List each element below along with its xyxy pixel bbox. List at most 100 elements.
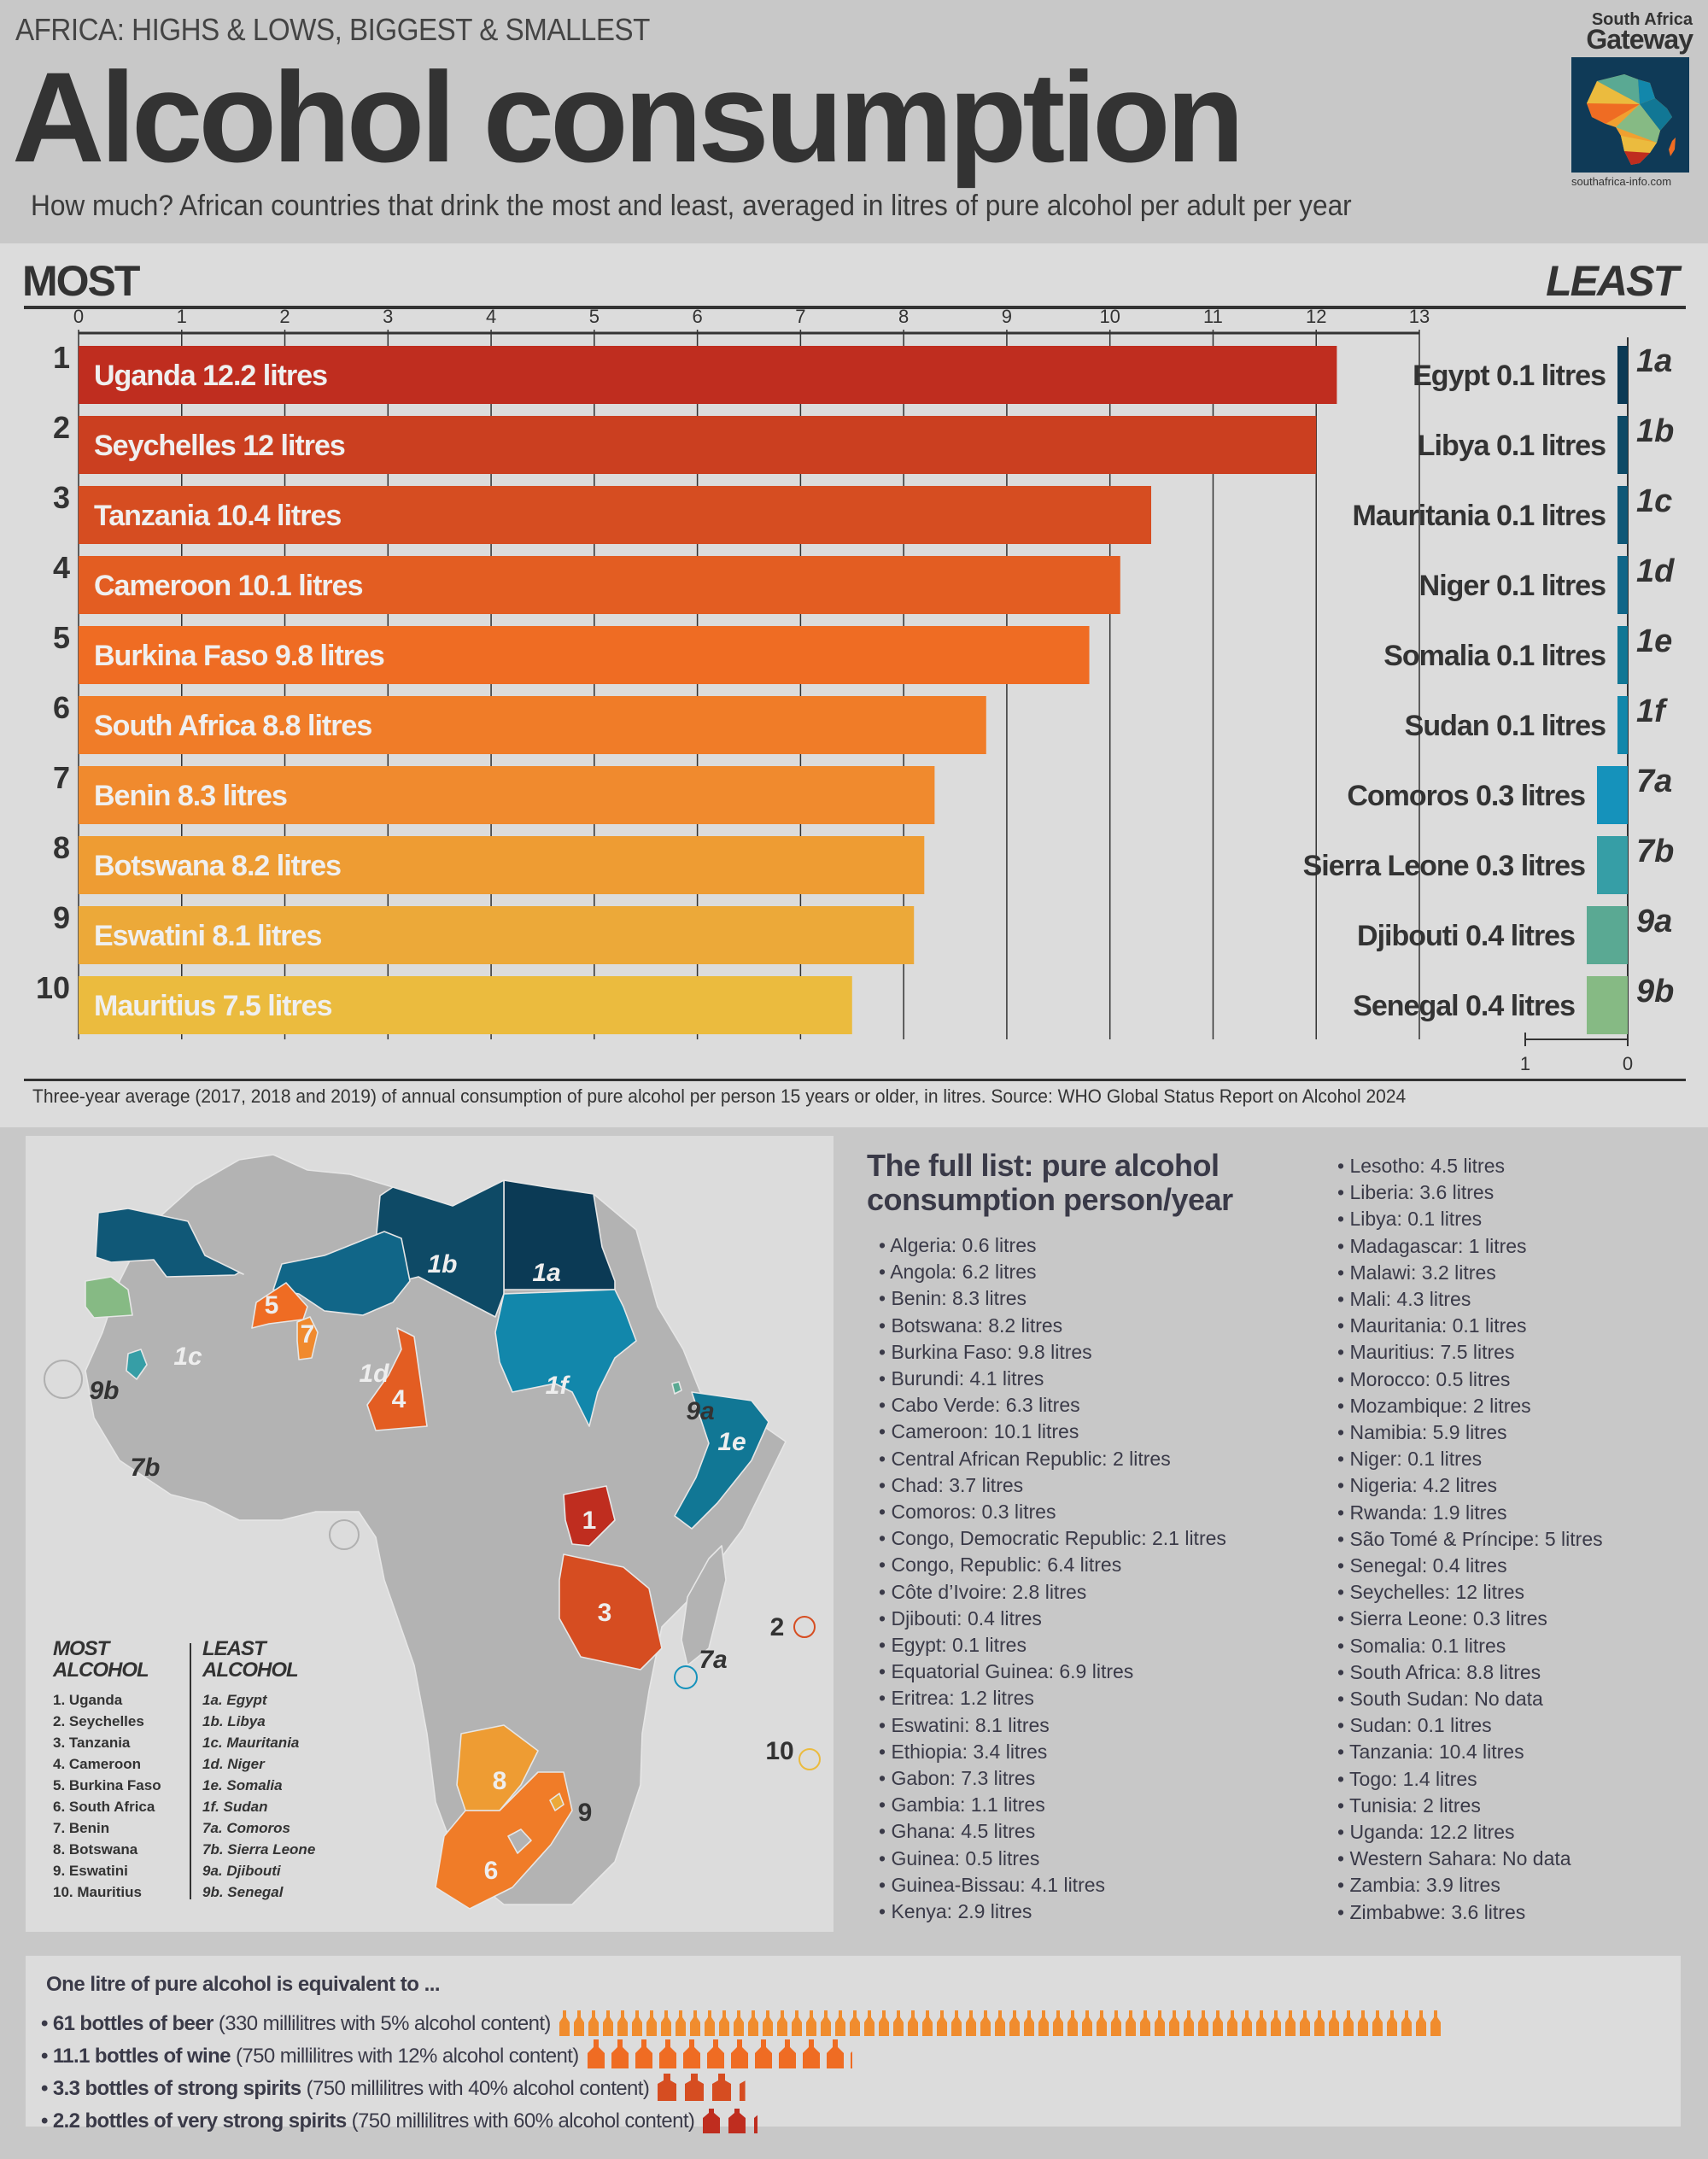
legend-most: MOST ALCOHOL 1. Uganda 2. Seychelles 3. Tan… [53,1638,207,1903]
equivalent-text: • 61 bottles of beer (330 millilitres wi… [41,2012,551,2036]
least-code-label: 1a [1636,343,1672,379]
bar-label-most: Cameroon 10.1 litres [94,570,363,602]
bottle-icon [1023,2010,1034,2036]
full-list-title-line1: The full list: pure alcohol [867,1148,1220,1183]
bottle-icon [980,2010,991,2036]
rank-label: 9 [53,900,70,935]
map-label-niger: 1d [359,1360,389,1388]
full-list-item: Mali: 4.3 litres [1337,1286,1603,1313]
bottle-icon [850,2051,852,2068]
map-niger [272,1231,411,1316]
full-list-item: Congo, Republic: 6.4 litres [879,1552,1226,1578]
equivalent-bold: • 3.3 bottles of strong spirits [41,2077,301,2100]
bottle-icon [1415,2010,1426,2036]
bottle-icon [1270,2010,1281,2036]
full-list-item: Chad: 3.7 litres [879,1472,1226,1499]
x-tick-label: 8 [898,307,909,327]
bottle-icon [921,2010,933,2036]
full-list-item: Eritrea: 1.2 litres [879,1685,1226,1711]
map-mauritania [95,1208,244,1278]
legend-least-title-2: ALCOHOL [202,1659,299,1682]
full-list-item: Comoros: 0.3 litres [879,1499,1226,1525]
rank-label: 6 [53,690,70,725]
full-list-item: Libya: 0.1 litres [1337,1206,1603,1232]
map-egypt [503,1179,616,1290]
bottle-icon [951,2010,962,2036]
x-tick-label: 7 [795,307,805,327]
seychelles-circle-icon [793,1616,816,1638]
bar-least [1617,626,1628,684]
bottle-icon [1401,2010,1412,2036]
full-list-item: Guinea: 0.5 litres [879,1846,1226,1872]
bottle-icon [733,2010,744,2036]
bar-least [1617,416,1628,474]
bottle-icon [1168,2010,1179,2036]
legend-item-least: 1d. Niger [202,1756,265,1772]
legend-item-least: 1a. Egypt [202,1692,267,1708]
full-list-item: Sudan: 0.1 litres [1337,1712,1603,1739]
legend-least-title-1: LEAST [202,1637,266,1660]
bottle-icon [936,2010,947,2036]
equivalent-text: • 2.2 bottles of very strong spirits (75… [41,2109,695,2133]
full-list-item: Ethiopia: 3.4 litres [879,1739,1226,1765]
logo-line2: Gateway [1586,24,1693,55]
full-list-item: Algeria: 0.6 litres [879,1232,1226,1259]
most-heading: MOST [22,257,140,305]
bar-label-most: South Africa 8.8 litres [94,710,371,742]
bar-label-most: Burkina Faso 9.8 litres [94,640,384,672]
logo-url: southafrica-info.com [1571,175,1672,188]
bottle-icon [1357,2010,1368,2036]
bottle-icon [1052,2010,1063,2036]
legend-item-most: 6. South Africa [53,1799,155,1815]
legend-item-least: 7b. Sierra Leone [202,1841,316,1858]
least-code-label: 7a [1636,764,1672,799]
page-title: Alcohol consumption [12,45,1244,189]
bar-label-most: Mauritius 7.5 litres [94,990,332,1022]
least-code-label: 1b [1636,413,1674,449]
full-list-item: Mauritius: 7.5 litres [1337,1339,1603,1366]
map-label-benin: 7 [301,1320,315,1349]
x-tick-label: 1 [177,307,187,327]
x-tick-label: 11 [1203,307,1223,327]
full-list-item: Morocco: 0.5 litres [1337,1366,1603,1393]
map-label-sierra-leone: 7b [130,1454,160,1482]
bottle-icon [685,2074,705,2101]
bar-most [79,696,986,754]
bar-label-least: Mauritania 0.1 litres [1353,500,1606,532]
bar-least [1587,976,1628,1034]
bottle-icon [730,2039,748,2068]
top-rule [24,306,1686,309]
x-tick-label: 9 [1002,307,1012,327]
cabo-verde-circle-icon [44,1360,83,1399]
equivalent-bold: • 2.2 bottles of very strong spirits [41,2109,347,2133]
map-sierra-leone [126,1349,148,1380]
x-tick-label: 13 [1409,307,1430,327]
full-list-item: Gambia: 1.1 litres [879,1792,1226,1818]
full-list-item: Benin: 8.3 litres [879,1285,1226,1312]
least-code-label: 1e [1636,623,1672,659]
full-list-item: Tunisia: 2 litres [1337,1793,1603,1819]
legend-item-most: 2. Seychelles [53,1713,144,1729]
spirits-bottles [658,2074,746,2101]
footnote-rule [24,1079,1686,1081]
full-list-item: South Africa: 8.8 litres [1337,1659,1603,1686]
bottle-icon [1255,2010,1266,2036]
bottle-icon [863,2010,874,2036]
full-list-item: Gabon: 7.3 litres [879,1765,1226,1792]
bottle-icon [611,2039,629,2068]
bottle-icon [1328,2010,1339,2036]
bar-label-least: Libya 0.1 litres [1418,430,1606,462]
bottle-icon [1009,2010,1020,2036]
bottle-icon [646,2010,657,2036]
bottle-icon [892,2010,904,2036]
bottle-icon [826,2039,844,2068]
bottle-icon [740,2080,746,2101]
equivalent-text: • 3.3 bottles of strong spirits (750 mil… [41,2077,650,2101]
full-list-item: Senegal: 0.4 litres [1337,1553,1603,1579]
full-list-item: Sierra Leone: 0.3 litres [1337,1606,1603,1632]
mauritius-circle-icon [798,1748,821,1770]
full-list-item: Kenya: 2.9 litres [879,1899,1226,1925]
least-code-label: 1f [1636,693,1668,729]
bottle-icon [718,2010,729,2036]
bottle-icon [689,2010,700,2036]
